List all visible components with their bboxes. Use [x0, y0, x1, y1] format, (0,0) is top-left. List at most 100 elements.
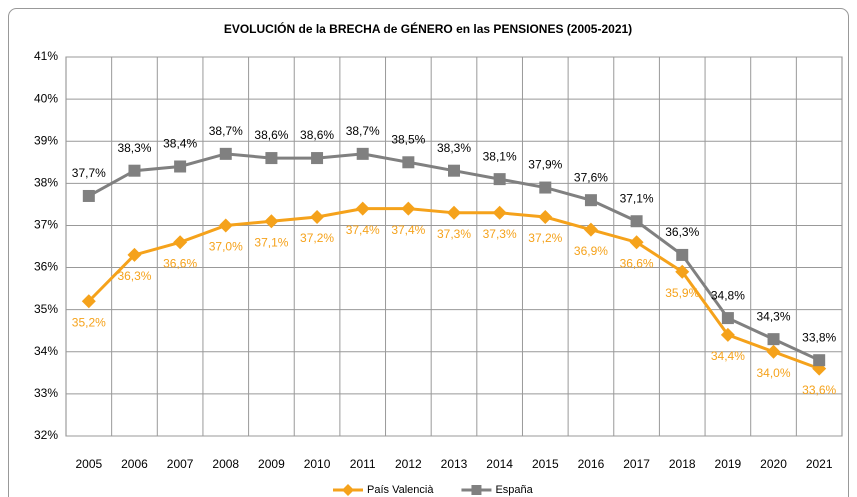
data-point — [264, 214, 279, 229]
x-tick-label: 2005 — [75, 457, 102, 471]
data-label: 38,4% — [163, 137, 197, 151]
data-label: 36,6% — [163, 256, 197, 270]
legend-marker — [342, 484, 354, 496]
data-label: 36,6% — [620, 256, 654, 270]
x-tick-label: 2010 — [304, 457, 331, 471]
data-point — [630, 215, 643, 228]
y-tick-label: 37% — [34, 218, 58, 232]
data-point — [720, 327, 735, 342]
data-label: 36,3% — [117, 269, 151, 283]
data-point — [401, 201, 416, 216]
data-point — [493, 173, 506, 186]
data-point — [355, 201, 370, 216]
data-point — [265, 152, 278, 165]
data-label: 37,1% — [254, 235, 288, 249]
data-label: 34,3% — [757, 309, 791, 323]
x-tick-label: 2011 — [350, 457, 376, 471]
data-label: 36,9% — [574, 244, 608, 258]
data-point — [310, 210, 325, 225]
x-tick-label: 2013 — [441, 457, 468, 471]
data-label: 37,2% — [300, 231, 334, 245]
legend-marker — [471, 485, 482, 495]
data-point — [81, 294, 96, 309]
data-point — [447, 205, 461, 220]
chart-title: EVOLUCIÓN de la BRECHA de GÉNERO en las … — [224, 21, 632, 36]
data-label: 38,7% — [346, 124, 380, 138]
data-point — [538, 210, 553, 225]
data-label: 35,2% — [72, 315, 106, 329]
data-label: 38,6% — [300, 128, 334, 142]
data-label: 33,8% — [802, 330, 836, 344]
x-tick-label: 2018 — [669, 457, 696, 471]
data-label: 37,0% — [209, 240, 243, 254]
data-point — [356, 147, 369, 160]
x-tick-label: 2015 — [532, 457, 559, 471]
y-tick-label: 40% — [34, 91, 58, 105]
y-tick-label: 38% — [34, 176, 58, 190]
x-tick-label: 2008 — [212, 457, 239, 471]
x-tick-label: 2020 — [760, 457, 787, 471]
data-point — [675, 264, 690, 279]
data-point — [402, 156, 415, 169]
data-label: 37,9% — [528, 158, 562, 172]
data-point — [492, 205, 507, 220]
x-tick-label: 2021 — [806, 457, 833, 471]
data-point — [767, 333, 780, 346]
data-point — [676, 248, 689, 261]
y-tick-label: 36% — [34, 260, 58, 274]
data-point — [766, 344, 781, 359]
data-label: 37,3% — [437, 227, 471, 241]
data-point — [127, 247, 142, 262]
data-point — [539, 181, 552, 194]
x-tick-label: 2019 — [715, 457, 742, 471]
y-tick-label: 33% — [34, 386, 58, 400]
x-tick-label: 2006 — [121, 457, 148, 471]
data-label: 37,2% — [528, 231, 562, 245]
x-tick-label: 2009 — [258, 457, 285, 471]
data-label: 37,6% — [574, 170, 608, 184]
data-point — [813, 354, 826, 367]
data-label: 36,3% — [665, 225, 699, 239]
legend-label: País Valencià — [367, 484, 434, 496]
y-tick-label: 39% — [34, 133, 58, 147]
data-label: 38,5% — [391, 132, 425, 146]
data-label: 35,9% — [665, 286, 699, 300]
data-point — [583, 222, 598, 237]
data-label: 37,7% — [72, 166, 106, 180]
x-tick-label: 2014 — [486, 457, 513, 471]
data-point — [218, 218, 233, 233]
data-label: 34,8% — [711, 288, 745, 302]
data-point — [629, 235, 644, 250]
data-label: 38,7% — [209, 124, 243, 138]
data-point — [219, 147, 232, 160]
data-point — [721, 312, 734, 325]
x-tick-label: 2012 — [395, 457, 422, 471]
data-point — [128, 164, 141, 177]
data-point — [173, 235, 188, 250]
data-label: 37,4% — [391, 223, 425, 237]
data-point — [448, 164, 460, 177]
y-tick-label: 41% — [34, 49, 58, 63]
data-label: 34,4% — [711, 349, 745, 363]
x-tick-label: 2007 — [167, 457, 194, 471]
data-label: 37,3% — [483, 227, 517, 241]
data-label: 37,4% — [346, 223, 380, 237]
x-tick-label: 2017 — [623, 457, 650, 471]
data-label: 38,3% — [437, 141, 471, 155]
y-tick-label: 35% — [34, 302, 58, 316]
data-label: 37,1% — [620, 191, 654, 205]
data-label: 34,0% — [757, 366, 791, 380]
data-point — [174, 160, 187, 173]
data-point — [311, 152, 324, 165]
data-label: 33,6% — [802, 383, 836, 397]
data-label: 38,1% — [483, 149, 517, 163]
legend-label: España — [495, 484, 533, 496]
data-label: 38,3% — [117, 141, 151, 155]
x-tick-label: 2016 — [578, 457, 605, 471]
data-point — [82, 189, 95, 202]
data-point — [584, 194, 597, 207]
chart-border — [8, 8, 849, 497]
data-label: 38,6% — [254, 128, 288, 142]
